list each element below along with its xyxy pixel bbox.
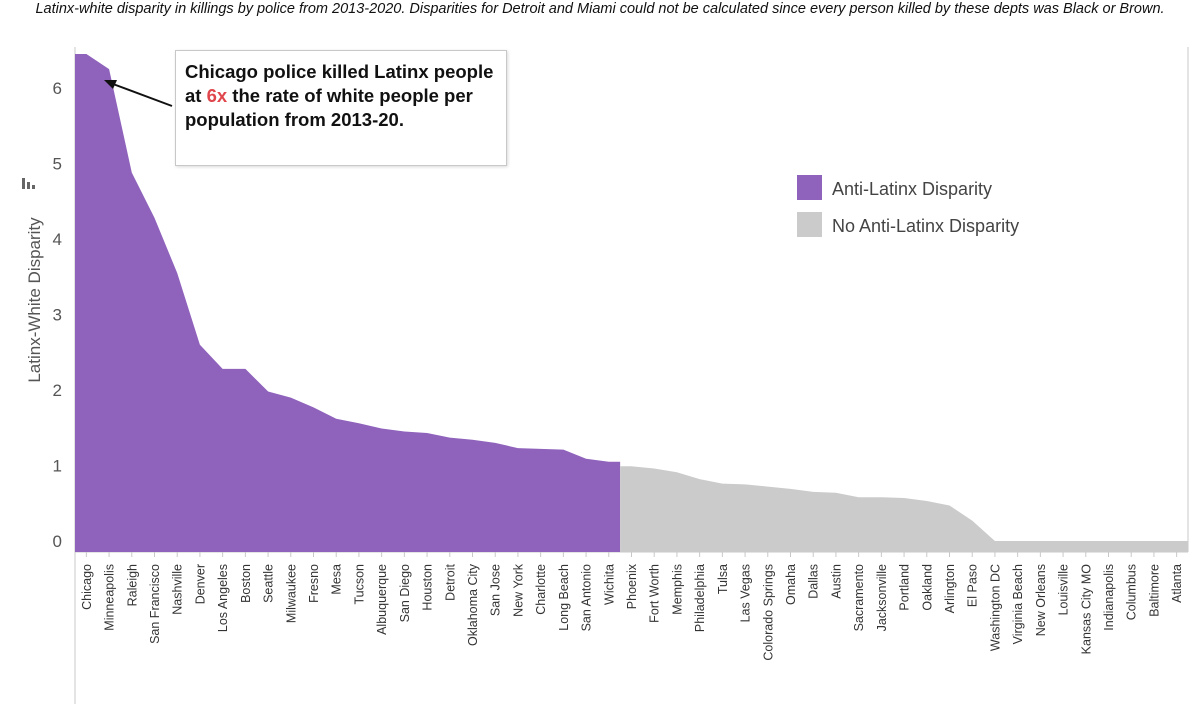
- x-tick-label: Indianapolis: [1102, 564, 1116, 631]
- x-tick-label: Oklahoma City: [466, 563, 480, 646]
- x-tick-label: Virginia Beach: [1011, 564, 1025, 644]
- x-tick-label: Fresno: [307, 564, 321, 603]
- y-tick-label: 5: [53, 155, 62, 174]
- x-tick-label: Austin: [829, 564, 843, 599]
- x-tick-label: Milwaukee: [284, 564, 298, 623]
- x-tick-label: San Diego: [398, 564, 412, 622]
- x-tick-label: Kansas City MO: [1079, 564, 1093, 655]
- x-tick-label: Columbus: [1125, 564, 1139, 620]
- legend-label-anti-latinx: Anti-Latinx Disparity: [832, 179, 992, 199]
- x-tick-label: New York: [511, 563, 525, 617]
- legend-swatch-anti-latinx: [797, 175, 822, 200]
- x-tick-label: Oakland: [920, 564, 934, 611]
- x-tick-label: Raleigh: [125, 564, 139, 606]
- x-tick-label: San Francisco: [148, 564, 162, 644]
- x-tick-label: New Orleans: [1034, 564, 1048, 636]
- legend-swatch-no-anti-latinx: [797, 212, 822, 237]
- x-tick-label: Wichita: [602, 564, 616, 605]
- x-tick-label: Baltimore: [1147, 564, 1161, 617]
- legend-label-no-anti-latinx: No Anti-Latinx Disparity: [832, 216, 1019, 236]
- x-tick-label: Fort Worth: [648, 564, 662, 623]
- x-tick-label: Sacramento: [852, 564, 866, 631]
- area-series: [75, 54, 1188, 552]
- x-tick-label: Philadelphia: [693, 564, 707, 632]
- x-tick-label: Boston: [239, 564, 253, 603]
- annotation-callout: Chicago police killed Latinx people at 6…: [175, 50, 507, 166]
- x-tick-label: Arlington: [943, 564, 957, 613]
- annotation-text-after: the rate of white people per population …: [185, 85, 473, 130]
- x-tick-label: Las Vegas: [739, 564, 753, 622]
- x-tick-label: Los Angeles: [216, 564, 230, 632]
- x-tick-label: Tulsa: [716, 564, 730, 594]
- x-tick-label: Phoenix: [625, 563, 639, 609]
- y-axis: 0 1 2 3 4 5 6: [53, 79, 62, 551]
- x-tick-label: Albuquerque: [375, 564, 389, 635]
- y-tick-label: 0: [53, 532, 62, 551]
- x-tick-label: Omaha: [784, 564, 798, 605]
- x-tick-label: Charlotte: [534, 564, 548, 615]
- y-tick-label: 1: [53, 457, 62, 476]
- chart-type-icon[interactable]: [22, 178, 35, 189]
- x-tick-label: El Paso: [966, 564, 980, 607]
- x-tick-label: Memphis: [670, 564, 684, 615]
- y-tick-label: 2: [53, 381, 62, 400]
- area-series-no-anti-latinx: [620, 466, 1188, 552]
- x-tick-label: San Antonio: [580, 564, 594, 631]
- legend: Anti-Latinx Disparity No Anti-Latinx Dis…: [797, 175, 1019, 237]
- x-tick-label: Colorado Springs: [761, 564, 775, 661]
- x-tick-label: Atlanta: [1170, 564, 1184, 603]
- y-axis-label: Latinx-White Disparity: [25, 217, 44, 383]
- x-tick-label: Mesa: [330, 564, 344, 595]
- x-tick-label: Seattle: [262, 564, 276, 603]
- chart-title: Latinx-white disparity in killings by po…: [35, 1, 1165, 17]
- x-tick-label: Long Beach: [557, 564, 571, 631]
- x-tick-label: Portland: [898, 564, 912, 611]
- y-tick-label: 4: [53, 230, 62, 249]
- y-tick-label: 3: [53, 306, 62, 325]
- x-tick-label: Houston: [421, 564, 435, 611]
- x-tick-label: Chicago: [80, 564, 94, 610]
- x-tick-label: Detroit: [443, 563, 457, 600]
- annotation-highlight: 6x: [206, 85, 228, 106]
- annotation-arrow: [104, 80, 173, 107]
- x-tick-label: San Jose: [489, 564, 503, 616]
- x-tick-label: Louisville: [1057, 564, 1071, 615]
- annotation-text-before: Chicago police killed Latinx people at: [185, 61, 494, 106]
- area-series-anti-latinx: [75, 54, 621, 552]
- x-tick-label: Minneapolis: [103, 564, 117, 631]
- x-tick-label: Tucson: [352, 564, 366, 605]
- y-tick-label: 6: [53, 79, 62, 98]
- x-tick-label: Jacksonville: [875, 564, 889, 631]
- x-tick-label: Denver: [193, 564, 207, 604]
- x-tick-label: Nashville: [171, 564, 185, 615]
- x-axis: Chicago Minneapolis Raleigh San Francisco Na…: [80, 552, 1184, 661]
- x-tick-label: Dallas: [807, 564, 821, 599]
- x-tick-label: Washington DC: [988, 564, 1002, 651]
